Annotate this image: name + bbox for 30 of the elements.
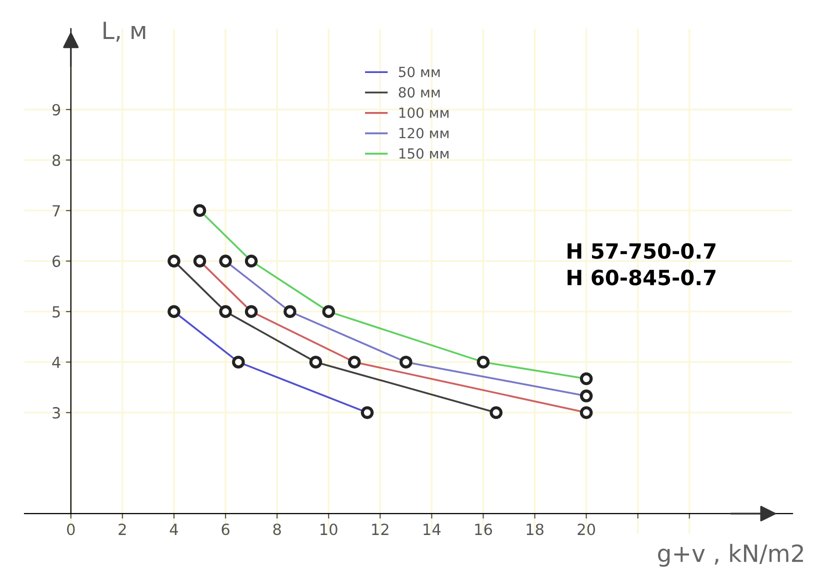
x-tick-label: 0	[67, 524, 75, 536]
legend-label: 100 мм	[399, 107, 448, 118]
x-tick-label: 18	[526, 524, 544, 536]
legend-label: 80 мм	[398, 87, 440, 98]
x-tick-label: 14	[424, 524, 441, 535]
legend-label: 150 мм	[399, 148, 448, 159]
x-tick-label: 10	[320, 524, 338, 536]
y-tick-label: 6	[52, 256, 60, 268]
x-tick-label: 4	[170, 524, 178, 535]
annotation: H 57-750-0.7 H 60-845-0.7	[568, 243, 716, 286]
y-tick-label: 3	[52, 407, 60, 419]
y-axis-title: L, м	[104, 22, 146, 42]
point	[309, 356, 322, 368]
y-tick-label: 8	[52, 154, 60, 166]
legend-label: 120 мм	[399, 128, 448, 138]
x-tick-label: 16	[475, 524, 492, 536]
point	[490, 406, 503, 419]
y-tick-label: 7	[52, 205, 60, 216]
x-tick-label: 8	[273, 524, 281, 536]
y-tick-label: 4	[52, 356, 60, 368]
x-axis-title: g+v , kN/m2	[658, 544, 803, 567]
x-tick-label: 20	[578, 524, 596, 536]
y-tick-label: 9	[52, 104, 60, 116]
x-tick-label: 2	[118, 524, 126, 535]
x-tick-label: 12	[372, 524, 388, 535]
point	[219, 305, 232, 318]
point	[168, 254, 180, 268]
legend-label: 50 мм	[398, 66, 440, 78]
x-tick-label: 6	[222, 524, 230, 536]
y-tick-label: 5	[52, 306, 60, 318]
